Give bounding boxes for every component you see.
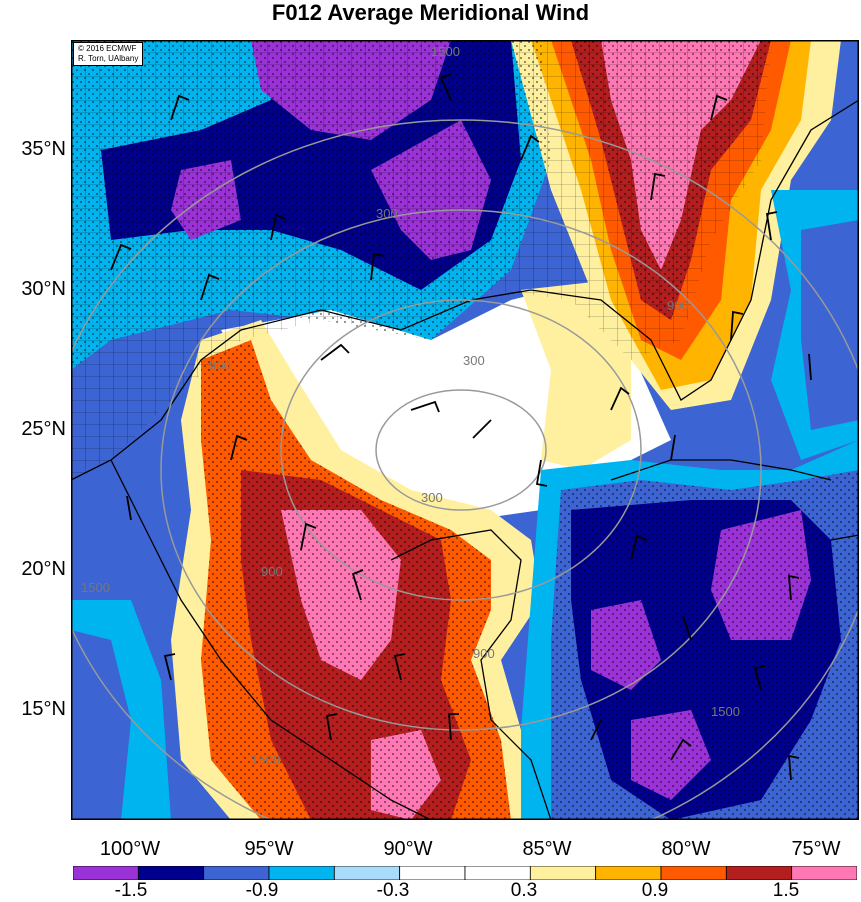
negative-region-pacific-core [71,630,131,820]
longitude-label: 80°W [661,838,711,860]
contour-label: 900 [261,564,283,579]
latitude-label: 20°N [21,558,66,580]
latitude-label: 30°N [21,278,66,300]
longitude-label: 75°W [791,838,841,860]
contour-label: 300 [421,490,443,505]
map-frame [71,40,859,820]
contour-label: 900 [667,298,689,313]
contour-label: 1500 [251,752,280,767]
coastline-hispaniola [830,534,859,541]
wind-barbs [110,73,812,781]
colorbar-swatch [595,866,662,880]
colorbar-tick-label: 1.5 [772,880,800,901]
contour-label: 900 [209,358,231,373]
colorbar-tick-label: 0.9 [641,880,669,901]
colorbar [73,866,857,880]
credit-box: © 2016 ECMWF R. Torn, UAlbany [73,42,144,66]
longitude-label: 85°W [522,838,572,860]
coastline-us-gulf [71,99,859,481]
contour-labels: 300 300 300 900 900 900 900 1500 1500 15… [81,44,740,767]
colorbar-swatch [529,866,597,880]
contour-label: 1500 [711,704,740,719]
colorbar-swatch [268,866,335,880]
coastline-yucatan [390,529,552,820]
colorbar-swatch [137,866,205,880]
colorbar-swatch [399,866,466,880]
colorbar-swatch [464,866,531,880]
credit-author: R. Torn, UAlbany [78,54,139,63]
longitude-label: 95°W [244,838,294,860]
coastline-cuba [610,459,832,481]
stippling-caribbean [551,470,859,820]
latitude-label: 35°N [21,138,66,160]
contour-label: 900 [473,646,495,661]
contour-label: 1500 [431,44,460,59]
colorbar-swatch [660,866,727,880]
colorbar-swatch [333,866,401,880]
contour-label: 1500 [81,580,110,595]
credit-copyright: © 2016 ECMWF [78,44,137,53]
colorbar-tick-label: -1.5 [114,880,148,901]
contour-label: 300 [463,353,485,368]
colorbar-swatch [725,866,793,880]
colorbar-swatch [203,866,270,880]
stippling-southwest [201,340,511,820]
latitude-label: 15°N [21,698,66,720]
us-counties [71,40,771,480]
contour-label: 300 [376,206,398,221]
map-title: F012 Average Meridional Wind [271,0,590,25]
map-panel: 300 300 300 900 900 900 900 1500 1500 15… [71,40,859,820]
colorbar-tick-label: 0.3 [510,880,538,901]
longitude-label: 90°W [383,838,433,860]
colorbar-tick-label: -0.9 [245,880,279,901]
latitude-label: 25°N [21,418,66,440]
longitude-label: 100°W [99,838,161,860]
contour-lines [71,119,859,820]
colorbar-swatch [73,866,139,880]
colorbar-tick-label: -0.3 [376,880,410,901]
negative-region-atlantic-core [801,220,859,430]
coastline-mexico [110,459,432,820]
colorbar-swatch [791,866,857,880]
